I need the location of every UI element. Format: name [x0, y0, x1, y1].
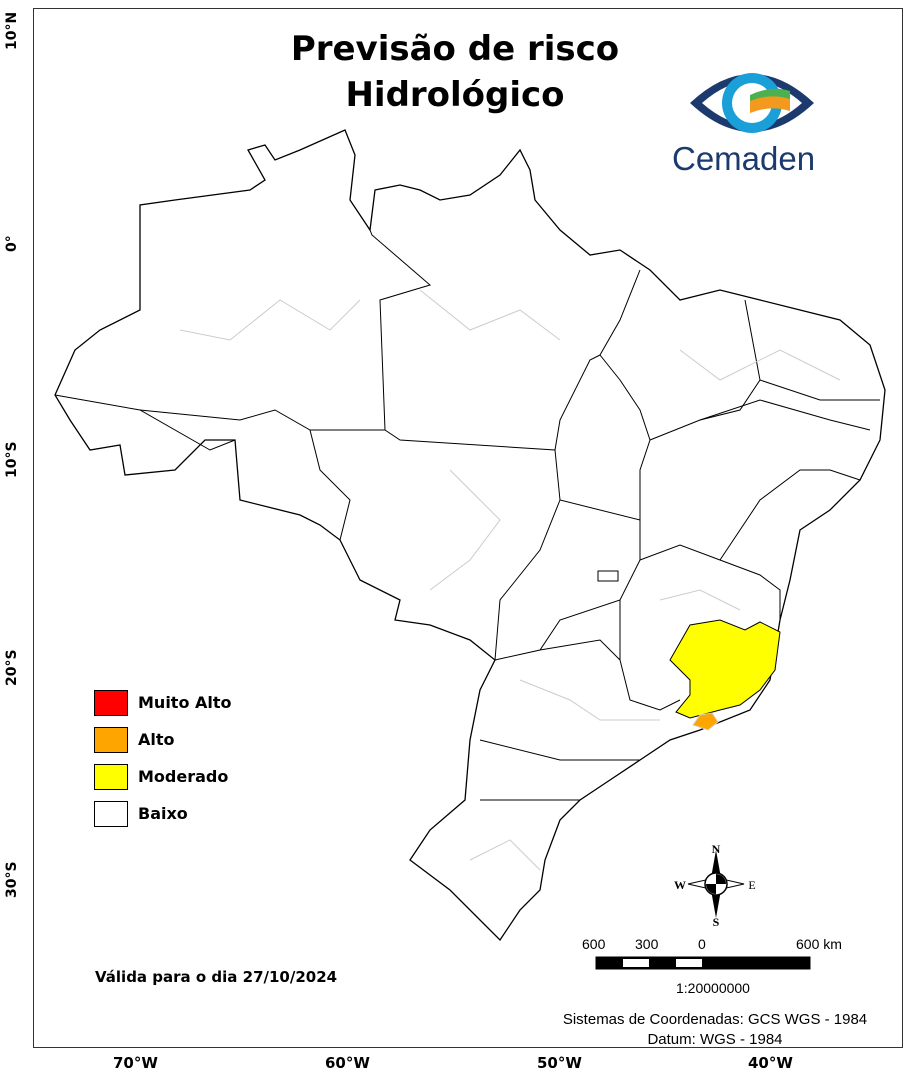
scale-label: 300 — [635, 936, 659, 952]
legend-swatch — [94, 689, 128, 716]
legend-label: Baixo — [138, 804, 188, 823]
compass-e: E — [748, 878, 755, 892]
scale-label: 600 — [582, 936, 606, 952]
state-borders — [54, 229, 880, 801]
municipal-borders — [179, 289, 841, 871]
legend-swatch — [94, 763, 128, 790]
valid-date: Válida para o dia 27/10/2024 — [95, 968, 338, 986]
legend-label: Muito Alto — [138, 693, 232, 712]
logo-text: Cemaden — [672, 140, 816, 177]
legend-item-baixo: Baixo — [94, 795, 232, 832]
legend-item-muito-alto: Muito Alto — [94, 684, 232, 721]
lon-label: 70°W — [113, 1054, 158, 1072]
legend-label: Alto — [138, 730, 175, 749]
title-line-2: Hidrológico — [345, 75, 565, 115]
lat-label: 0° — [4, 235, 20, 252]
lat-label: 10°N — [4, 11, 20, 50]
legend-label: Moderado — [138, 767, 229, 786]
compass-n: N — [712, 842, 721, 856]
coordinate-system: Sistemas de Coordenadas: GCS WGS - 1984 … — [520, 1010, 910, 1050]
legend-item-moderado: Moderado — [94, 758, 232, 795]
legend-swatch — [94, 800, 128, 827]
map-title: Previsão de risco Hidrológico — [250, 26, 660, 118]
brazil-outline — [54, 129, 886, 942]
lon-label: 40°W — [748, 1054, 793, 1072]
north-arrow-icon — [687, 850, 745, 918]
risk-area-moderado — [669, 619, 781, 719]
cemaden-logo — [690, 73, 814, 133]
legend-item-alto: Alto — [94, 721, 232, 758]
lat-label: 30°S — [4, 861, 20, 898]
scale-label: 600 km — [796, 936, 842, 952]
compass-s: S — [713, 915, 720, 929]
map-frame — [33, 8, 903, 1048]
lat-label: 10°S — [4, 441, 20, 478]
scale-ratio: 1:20000000 — [676, 980, 750, 996]
scale-label: 0 — [698, 936, 706, 952]
legend-swatch — [94, 726, 128, 753]
crs-line-1: Sistemas de Coordenadas: GCS WGS - 1984 — [562, 1011, 868, 1028]
lat-label: 20°S — [4, 649, 20, 686]
compass-w: W — [674, 878, 686, 892]
crs-line-2: Datum: WGS - 1984 — [647, 1031, 783, 1048]
lon-label: 60°W — [325, 1054, 370, 1072]
legend: Muito Alto Alto Moderado Baixo — [94, 684, 232, 832]
lon-label: 50°W — [537, 1054, 582, 1072]
title-line-1: Previsão de risco — [290, 29, 620, 69]
scale-bar — [595, 956, 811, 970]
risk-area-alto — [692, 712, 719, 731]
